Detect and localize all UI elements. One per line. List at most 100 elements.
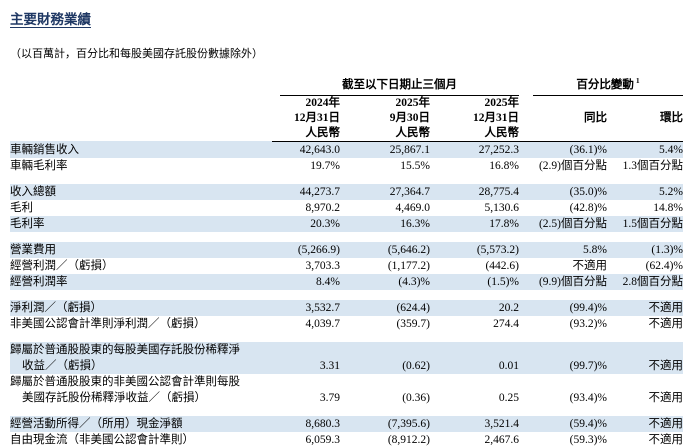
cell-value: 8,970.2 xyxy=(305,201,341,214)
cell-value: 2.8個百分點 xyxy=(607,273,683,290)
cell-value: 15.5% xyxy=(400,159,430,172)
table-row: 營業費用 (5,266.9) (5,646.2) (5,573.2) 5.8% (1.3)… xyxy=(10,241,683,258)
section-spacer xyxy=(10,289,683,300)
cell-value: (624.4) xyxy=(340,299,430,316)
spacer-cell xyxy=(10,126,272,142)
row-label: 毛利率 xyxy=(10,215,272,232)
col-currency-2: 人民幣 xyxy=(340,125,430,142)
spacer-cell xyxy=(519,125,607,142)
cell-value: 20.3% xyxy=(272,215,340,232)
period-spanner: 截至以下日期止三個月 xyxy=(280,78,519,96)
cell-value: 42,643.0 xyxy=(272,141,340,158)
col-currency-3: 人民幣 xyxy=(430,125,519,142)
cell-value: (2.5)個百分點 xyxy=(519,215,607,232)
cell-value: (99.7)% xyxy=(519,341,607,374)
section-spacer xyxy=(10,173,683,184)
table-row: 歸屬於普通股股東的非美國公認會計準則每股 美國存託股份稀釋淨收益／（虧損） 3.79… xyxy=(10,374,683,406)
cell-value: (9.9)個百分點 xyxy=(519,273,607,290)
spacer-cell xyxy=(10,331,683,342)
col-date-3: 12月31日 xyxy=(473,111,519,124)
currency-header-row: 人民幣 人民幣 人民幣 xyxy=(10,125,683,142)
row-label: 經營利潤率 xyxy=(10,273,272,290)
cell-value: (5,573.2) xyxy=(430,241,519,258)
row-label: 經營活動所得／（所用）現金淨額 xyxy=(10,415,272,432)
cell-value: (8,912.2) xyxy=(387,433,430,446)
col-currency-1: 人民幣 xyxy=(272,125,340,142)
cell-value: 16.3% xyxy=(340,215,430,232)
cell-value: 5.2% xyxy=(607,183,683,200)
spacer-cell xyxy=(607,96,683,111)
cell-value: (1.3)% xyxy=(607,241,683,258)
cell-value: 3.79 xyxy=(319,391,340,404)
cell-value: (442.6) xyxy=(485,259,519,272)
table-row: 收入總額 44,273.7 27,364.7 28,775.4 (35.0)% 5.2% xyxy=(10,183,683,200)
spacer-cell xyxy=(10,96,272,111)
cell-value: 6,059.3 xyxy=(305,433,341,446)
col-year-2: 2025年 xyxy=(395,96,431,109)
cell-value: (359.7) xyxy=(396,317,430,330)
col-date-2: 9月30日 xyxy=(389,111,430,124)
cell-value: (93.2)% xyxy=(569,317,607,330)
cell-value: 17.8% xyxy=(430,215,519,232)
table-row: 車輛毛利率 19.7% 15.5% 16.8% (2.9)個百分點 1.3個百分點 xyxy=(10,158,683,174)
cell-value: (7,395.6) xyxy=(340,415,430,432)
cell-value: 5.4% xyxy=(607,141,683,158)
pct-spanner-cell: 百分比變動 1 xyxy=(519,73,683,96)
cell-value: (0.36) xyxy=(402,391,430,404)
cell-value: 19.7% xyxy=(310,159,340,172)
cell-value: (59.4)% xyxy=(519,415,607,432)
date-header-row: 12月31日 9月30日 12月31日 同比 環比 xyxy=(10,111,683,126)
row-label: 車輛銷售收入 xyxy=(10,141,272,158)
row-label: 車輛毛利率 xyxy=(10,159,68,172)
cell-value: 5,130.6 xyxy=(484,201,520,214)
cell-value: 8,680.3 xyxy=(272,415,340,432)
cell-value: 3.31 xyxy=(272,341,340,374)
table-row: 經營利潤率 8.4% (4.3)% (1.5)% (9.9)個百分點 2.8個百分點 xyxy=(10,273,683,290)
spacer-cell xyxy=(10,111,272,126)
table-row: 經營活動所得／（所用）現金淨額 8,680.3 (7,395.6) 3,521.4 (5… xyxy=(10,415,683,432)
row-label: 淨利潤／（虧損） xyxy=(10,299,272,316)
col-qoq-header: 環比 xyxy=(660,111,683,124)
footnote-marker: 1 xyxy=(635,76,640,85)
cell-value: 0.25 xyxy=(498,391,519,404)
cell-value: (5,266.9) xyxy=(272,241,340,258)
cell-value: 14.8% xyxy=(653,201,683,214)
cell-value: 20.2 xyxy=(430,299,519,316)
row-label: 收入總額 xyxy=(10,183,272,200)
cell-value: 不適用 xyxy=(572,259,608,272)
period-spanner-cell: 截至以下日期止三個月 xyxy=(272,73,519,96)
cell-value: 1.5個百分點 xyxy=(607,215,683,232)
cell-value: 不適用 xyxy=(607,415,683,432)
cell-value: 16.8% xyxy=(489,159,519,172)
row-label: 毛利 xyxy=(10,201,33,214)
cell-value: 27,252.3 xyxy=(430,141,519,158)
row-label: 經營利潤／（虧損） xyxy=(10,259,114,272)
cell-value: (0.62) xyxy=(340,341,430,374)
table-row: 毛利 8,970.2 4,469.0 5,130.6 (42.8)% 14.8% xyxy=(10,200,683,216)
spacer-cell xyxy=(10,173,683,184)
table-row: 非美國公認會計準則淨利潤／（虧損） 4,039.7 (359.7) 274.4 (93.… xyxy=(10,316,683,332)
cell-value: 3,532.7 xyxy=(272,299,340,316)
cell-value: (35.0)% xyxy=(519,183,607,200)
row-label: 歸屬於普通股股東的每股美國存託股份稀釋淨 收益／（虧損） xyxy=(10,341,272,374)
year-header-row: 2024年 2025年 2025年 xyxy=(10,96,683,111)
spanner-row: 截至以下日期止三個月 百分比變動 1 xyxy=(10,73,683,96)
spacer-cell xyxy=(10,405,683,416)
cell-value: 不適用 xyxy=(648,391,684,404)
col-yoy-header: 同比 xyxy=(584,111,607,124)
table-row: 歸屬於普通股股東的每股美國存託股份稀釋淨 收益／（虧損） 3.31 (0.62) 0.0… xyxy=(10,341,683,374)
row-label: 歸屬於普通股股東的非美國公認會計準則每股 美國存託股份稀釋淨收益／（虧損） xyxy=(10,375,240,404)
col-year-1: 2024年 xyxy=(305,96,341,109)
table-row: 經營利潤／（虧損） 3,703.3 (1,177.2) (442.6) 不適用 (62.4… xyxy=(10,258,683,274)
cell-value: 3,521.4 xyxy=(430,415,519,432)
pct-change-spanner: 百分比變動 1 xyxy=(533,73,683,96)
cell-value: (62.4)% xyxy=(645,259,683,272)
units-note: （以百萬計，百分比和每股美國存託股份數據除外） xyxy=(10,48,263,60)
section-spacer xyxy=(10,231,683,242)
cell-value: 25,867.1 xyxy=(340,141,430,158)
cell-value: 1.3個百分點 xyxy=(622,159,683,172)
cell-value: 44,273.7 xyxy=(272,183,340,200)
cell-value: 4,469.0 xyxy=(395,201,431,214)
cell-value: (1,177.2) xyxy=(387,259,430,272)
